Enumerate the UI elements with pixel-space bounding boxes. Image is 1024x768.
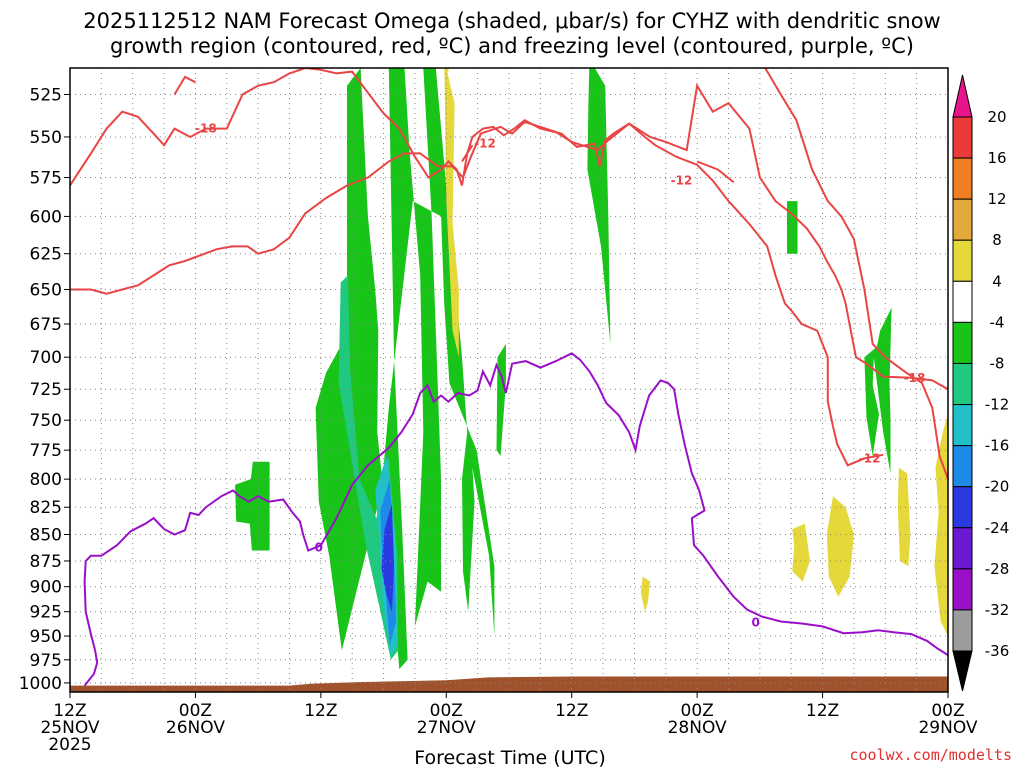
colorbar-label-3: 8 — [992, 231, 1002, 249]
colorbar-swatch-12 — [952, 609, 973, 652]
omega-region-16 — [934, 414, 948, 637]
x-tick-label-6-1: 12Z — [806, 701, 839, 721]
y-tick-label-925: 925 — [30, 603, 62, 623]
x-tick-label-3-1: 00Z — [430, 701, 463, 721]
x-tick-label-3-2: 27NOV — [417, 718, 476, 738]
y-tick-label-725: 725 — [30, 380, 62, 400]
dgz-contour-3 — [173, 75, 196, 96]
colorbar-label-11: -28 — [985, 560, 1010, 578]
colorbar-swatch-4 — [952, 280, 973, 323]
colorbar-swatch-9 — [952, 486, 973, 529]
y-tick-label-800: 800 — [30, 470, 62, 490]
y-tick-label-1000: 1000 — [19, 674, 62, 694]
colorbar-label-7: -12 — [985, 396, 1010, 414]
x-tick-label-7-1: 00Z — [931, 701, 964, 721]
omega-region-10 — [444, 68, 459, 358]
colorbar-swatch-0 — [952, 116, 973, 159]
x-tick-label-1-2: 26NOV — [166, 718, 225, 738]
colorbar-label-4: 4 — [992, 272, 1002, 290]
dgz-contour-0 — [70, 68, 884, 467]
y-tick-label-825: 825 — [30, 498, 62, 518]
y-tick-label-900: 900 — [30, 578, 62, 598]
x-tick-label-0-1: 12Z — [53, 701, 86, 721]
colorbar-label-2: 12 — [987, 190, 1006, 208]
y-tick-label-650: 650 — [30, 281, 62, 301]
colorbar-label-8: -16 — [985, 437, 1010, 455]
y-tick-label-700: 700 — [30, 348, 62, 368]
colorbar: 20 16 12 8 4 -4 -8 -12 -16 -20 -24 -28 -32 -36 — [952, 74, 1010, 692]
colorbar-label-9: -20 — [985, 478, 1010, 496]
omega-region-2 — [496, 344, 506, 456]
chart-title-line2: growth region (contoured, red, ºC) and f… — [110, 34, 914, 58]
colorbar-swatch-7 — [952, 404, 973, 447]
x-tick-label-7-2: 29NOV — [918, 718, 977, 738]
omega-region-0 — [315, 68, 495, 670]
dgz-contour-label-5: -12 — [671, 174, 693, 188]
freezing-level-label-1: 0 — [751, 616, 759, 630]
colorbar-label-10: -24 — [985, 519, 1010, 537]
colorbar-label-0: 20 — [987, 108, 1006, 126]
omega-region-14 — [826, 496, 854, 597]
freezing-level-contour-0 — [83, 352, 948, 687]
omega-region-3 — [587, 68, 611, 344]
omega-region-12 — [640, 576, 651, 612]
dgz-contour-1 — [70, 82, 948, 391]
y-tick-label-950: 950 — [30, 627, 62, 647]
x-tick-label-0-3: 2025 — [48, 735, 91, 755]
chart-title-line1: 2025112512 NAM Forecast Omega (shaded, μ… — [83, 9, 940, 33]
dgz-contour-4 — [461, 144, 474, 163]
omega-region-5 — [864, 307, 892, 474]
colorbar-swatch-1 — [952, 157, 973, 200]
y-tick-label-775: 775 — [30, 441, 62, 461]
colorbar-swatch-10 — [952, 527, 973, 570]
colorbar-label-5: -4 — [990, 313, 1005, 331]
plot-frame — [69, 67, 949, 693]
y-tick-label-675: 675 — [30, 315, 62, 335]
omega-region-9 — [381, 503, 394, 612]
x-axis-title: Forecast Time (UTC) — [414, 747, 605, 768]
colorbar-swatch-6 — [952, 362, 973, 406]
omega-region-15 — [897, 467, 911, 567]
dgz-contour-5 — [696, 160, 735, 184]
y-tick-label-750: 750 — [30, 411, 62, 431]
y-tick-label-625: 625 — [30, 245, 62, 265]
y-tick-label-525: 525 — [30, 85, 62, 105]
y-tick-label-975: 975 — [30, 651, 62, 671]
x-tick-label-4-1: 12Z — [555, 701, 588, 721]
freezing-level-label-0: 0 — [315, 540, 323, 554]
x-tick-label-0-2: 25NOV — [40, 718, 99, 738]
colorbar-label-1: 16 — [987, 149, 1006, 167]
x-tick-label-5-2: 28NOV — [668, 718, 727, 738]
dgz-contour-2 — [764, 68, 948, 480]
dgz-contour-label-0: -12 — [859, 451, 881, 465]
y-tick-label-550: 550 — [30, 128, 62, 148]
x-tick-label-5-1: 00Z — [681, 701, 714, 721]
y-tick-label-850: 850 — [30, 525, 62, 545]
x-tick-label-1-1: 00Z — [179, 701, 212, 721]
credit-text: coolwx.com/modelts — [849, 746, 1012, 764]
omega-region-4 — [787, 201, 798, 254]
colorbar-swatch-2 — [952, 198, 973, 241]
colorbar-label-13: -36 — [985, 642, 1010, 660]
omega-region-11 — [445, 68, 449, 72]
colorbar-swatch-3 — [952, 239, 973, 282]
y-tick-label-600: 600 — [30, 207, 62, 227]
y-tick-label-875: 875 — [30, 552, 62, 572]
plot-area: -12-18-18-12-120052555057560062565067570… — [19, 67, 978, 755]
dgz-contour-label-3: -18 — [195, 122, 217, 136]
colorbar-top-arrow — [952, 74, 973, 118]
colorbar-swatch-11 — [952, 568, 973, 611]
colorbar-swatch-8 — [952, 445, 973, 488]
x-tick-label-2-1: 12Z — [304, 701, 337, 721]
dgz-contour-label-4: -12 — [474, 137, 496, 151]
omega-region-13 — [792, 523, 810, 582]
colorbar-label-12: -32 — [985, 601, 1010, 619]
colorbar-bottom-arrow — [952, 650, 973, 692]
colorbar-label-6: -8 — [990, 354, 1005, 372]
y-tick-label-575: 575 — [30, 169, 62, 189]
omega-region-1 — [235, 461, 270, 551]
colorbar-swatch-5 — [952, 321, 973, 364]
